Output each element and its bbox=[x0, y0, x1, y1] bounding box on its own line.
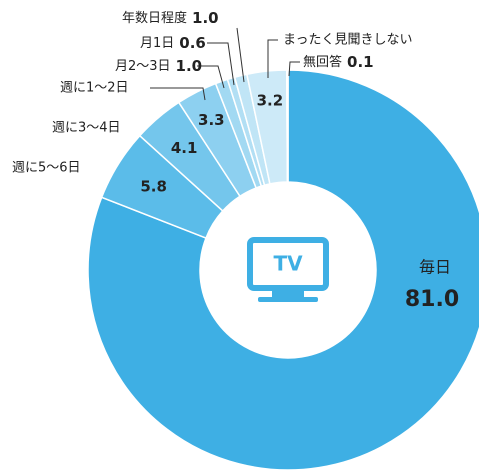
tv-neck bbox=[272, 291, 304, 297]
category-label: 週に1〜2日 bbox=[60, 81, 129, 96]
category-label: 月2〜3日 1.0 bbox=[115, 57, 202, 75]
leader-line bbox=[236, 27, 245, 83]
tv-stand bbox=[258, 297, 318, 302]
value-label: 1.0 bbox=[176, 57, 203, 75]
category-label: まったく見聞きしない bbox=[283, 33, 412, 48]
slice bbox=[285, 69, 289, 183]
leader-line bbox=[197, 65, 225, 89]
leader-line bbox=[288, 61, 300, 77]
leader-line bbox=[150, 87, 206, 101]
tv-label: TV bbox=[273, 252, 303, 276]
tv-screen bbox=[247, 237, 329, 291]
value-label: 81.0 bbox=[405, 287, 459, 312]
category-name: 無回答 bbox=[303, 54, 342, 70]
category-label: 週に5〜6日 bbox=[12, 161, 81, 176]
category-label: 月1日 0.6 bbox=[140, 34, 206, 52]
labels: 毎日 81.0 週に5〜6日 5.8 週に3〜4日 4.1 週に1〜2日 3.3 月2〜3日 1.… bbox=[12, 9, 459, 313]
value-label: 3.3 bbox=[198, 111, 225, 129]
donut-hole bbox=[200, 182, 376, 358]
leader-line bbox=[267, 39, 278, 78]
tv-icon: TV bbox=[247, 237, 329, 302]
value-label: 1.0 bbox=[192, 9, 219, 27]
category-name: 年数日程度 bbox=[122, 10, 187, 26]
category-label: 週に3〜4日 bbox=[52, 121, 121, 136]
value-label: 5.8 bbox=[140, 177, 167, 195]
category-label: 毎日 bbox=[419, 258, 451, 277]
value-label: 0.6 bbox=[179, 34, 206, 52]
category-label: 年数日程度 1.0 bbox=[122, 9, 219, 27]
value-label: 4.1 bbox=[171, 139, 198, 157]
value-label: 0.1 bbox=[347, 53, 374, 71]
leader-line bbox=[207, 42, 235, 86]
category-name: 月1日 bbox=[140, 36, 174, 51]
slices bbox=[87, 69, 479, 470]
category-name: 月2〜3日 bbox=[115, 59, 171, 74]
category-label: 無回答 0.1 bbox=[303, 53, 374, 71]
value-label: 3.2 bbox=[257, 91, 284, 109]
